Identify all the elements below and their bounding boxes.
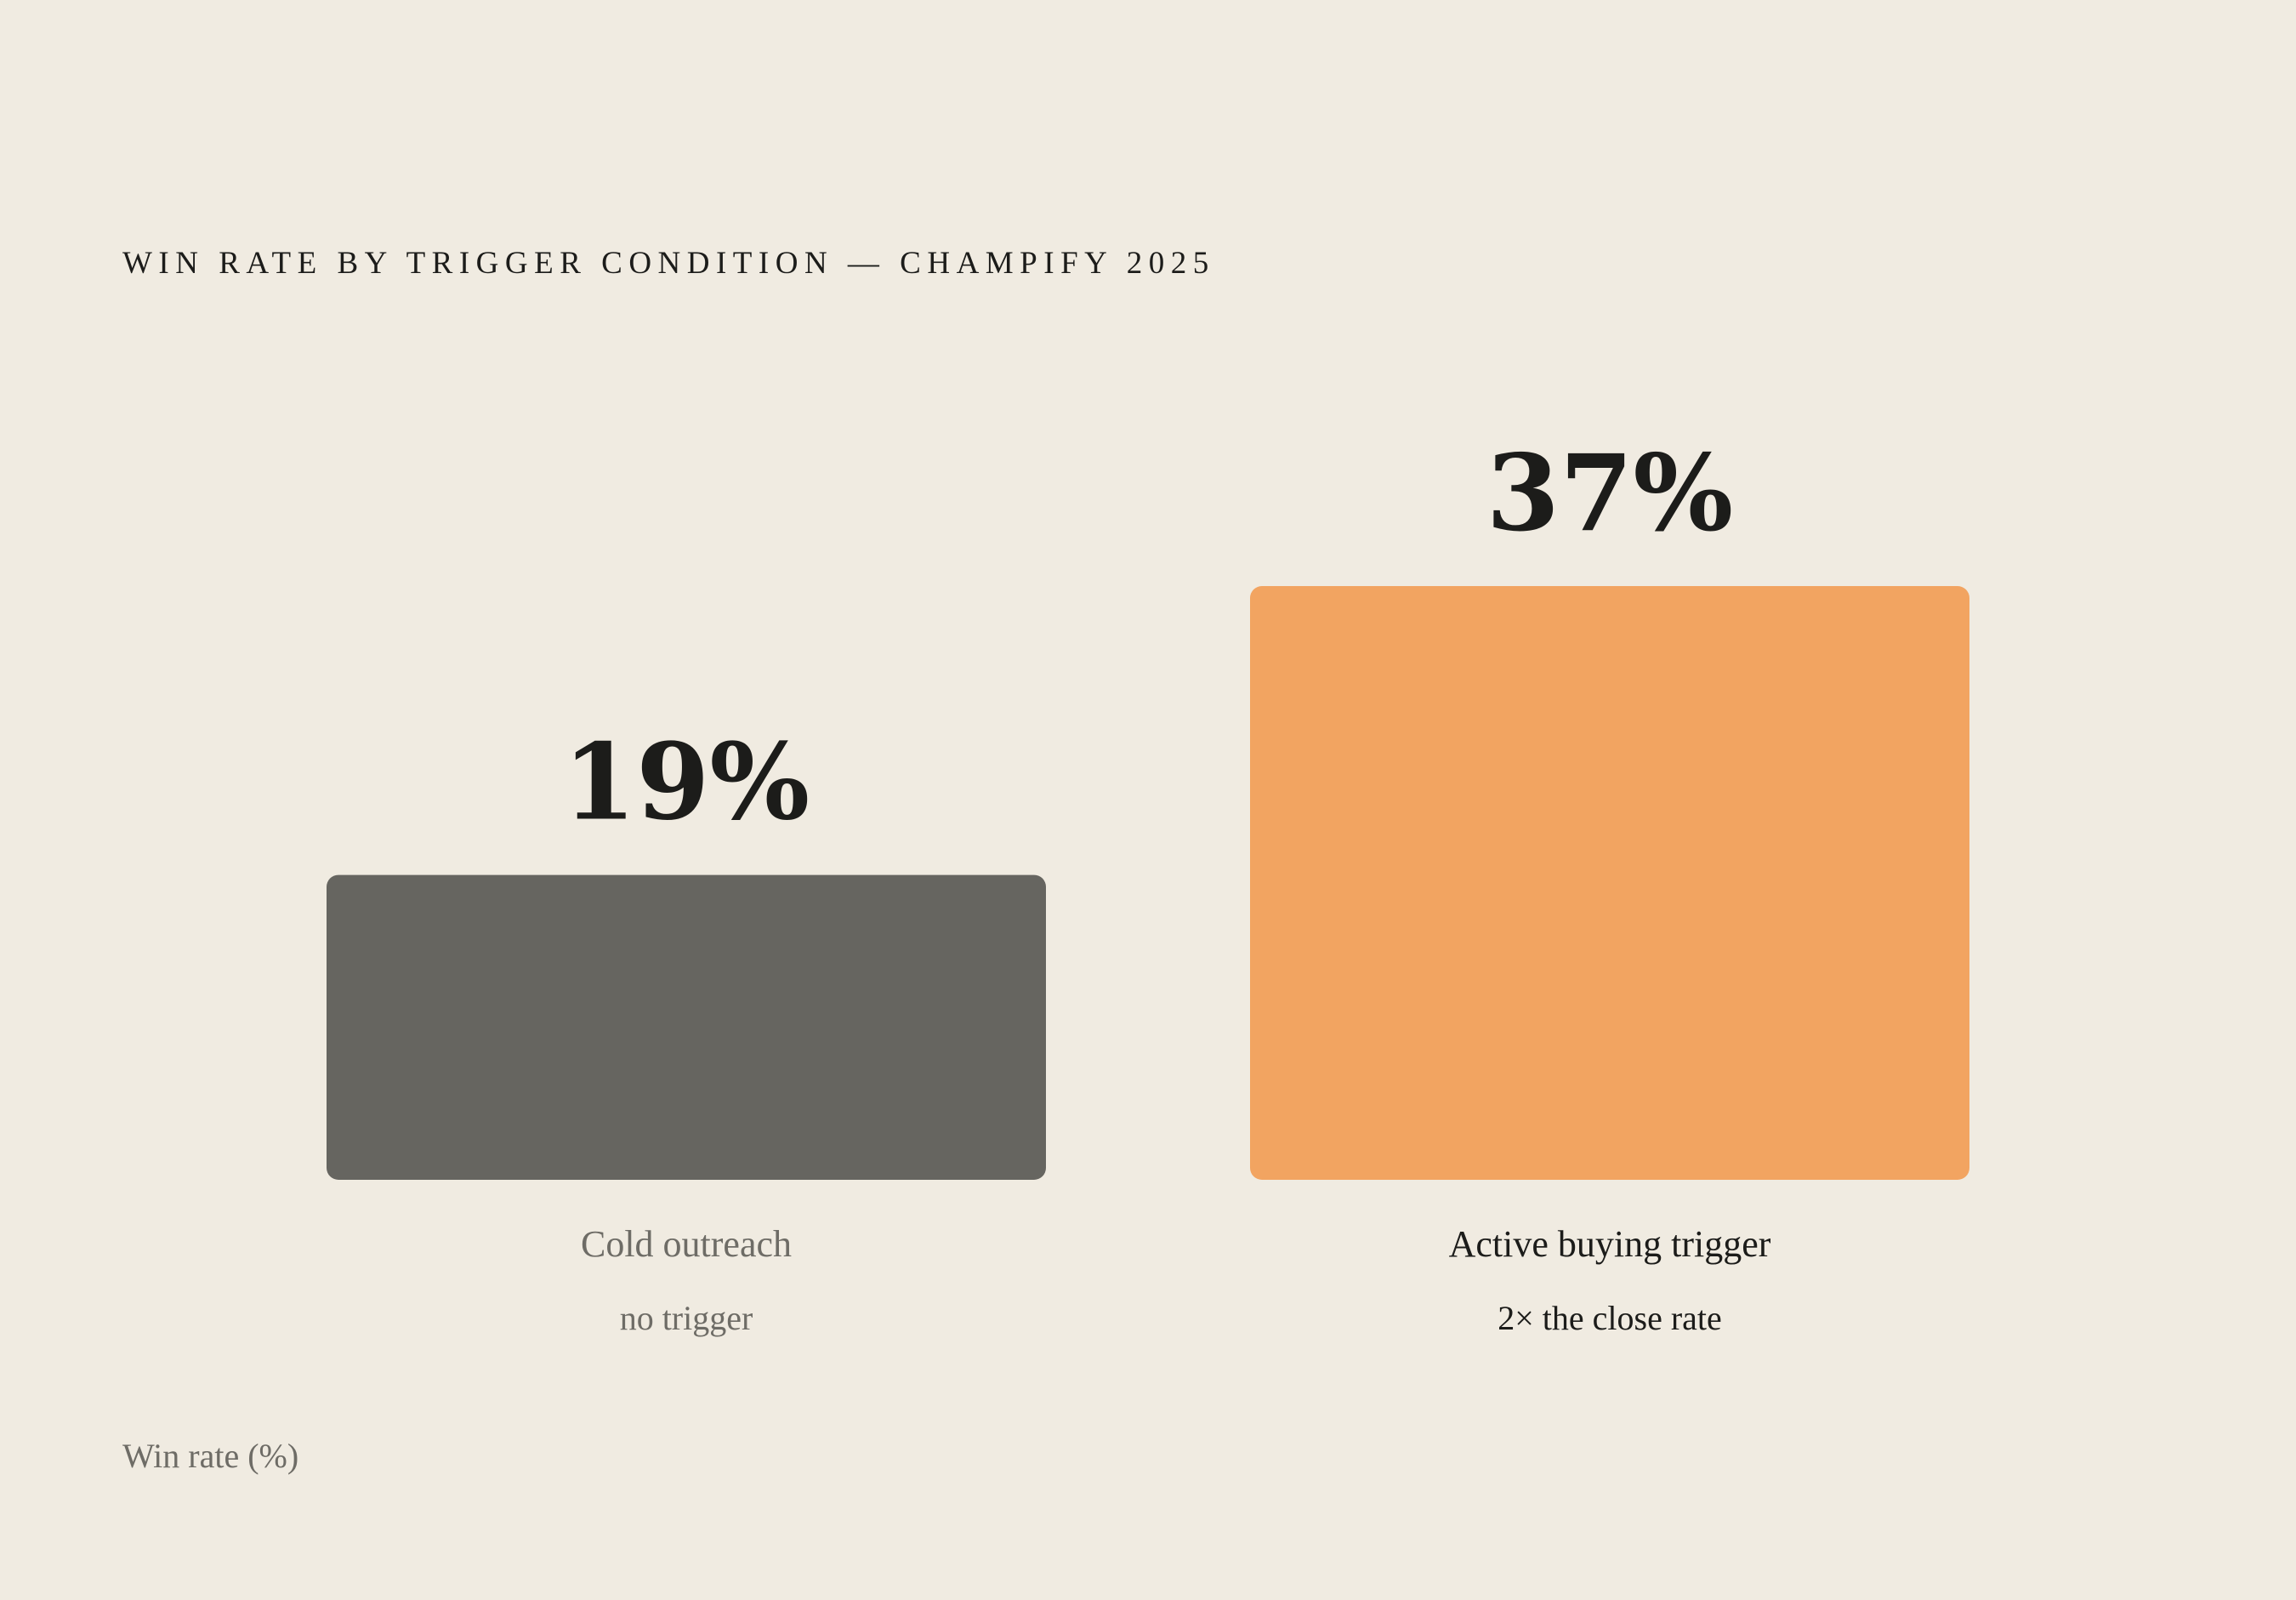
- chart-title: WIN RATE BY TRIGGER CONDITION — CHAMPIFY…: [122, 246, 1215, 281]
- category-sublabel-0: no trigger: [620, 1299, 753, 1337]
- y-axis-label: Win rate (%): [122, 1437, 299, 1475]
- bar-0: [327, 874, 1046, 1180]
- category-sublabel-1: 2× the close rate: [1498, 1299, 1722, 1337]
- bar-value-label-1: 37%: [1486, 432, 1733, 555]
- category-label-1: Active buying trigger: [1449, 1223, 1771, 1265]
- bar-value-label-0: 19%: [563, 721, 810, 845]
- category-label-0: Cold outreach: [581, 1223, 792, 1265]
- bar-1: [1250, 586, 1969, 1180]
